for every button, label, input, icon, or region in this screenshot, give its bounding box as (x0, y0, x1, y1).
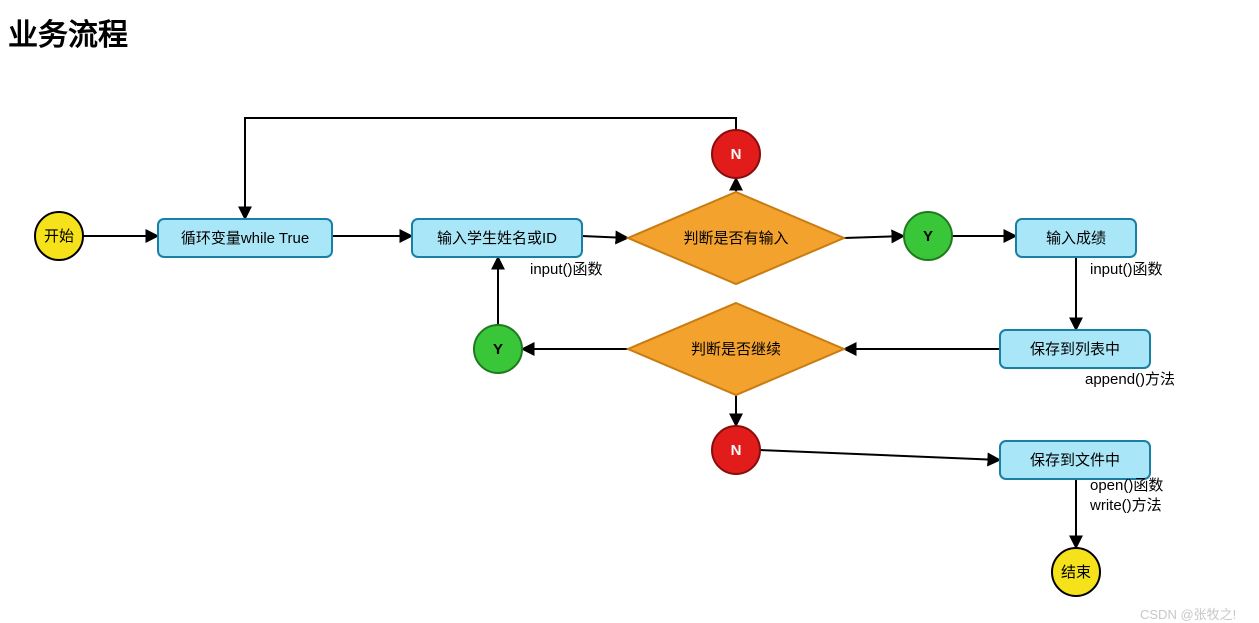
svg-text:保存到列表中: 保存到列表中 (1030, 341, 1120, 358)
svg-text:判断是否继续: 判断是否继续 (691, 341, 781, 358)
svg-text:保存到文件中: 保存到文件中 (1030, 452, 1120, 469)
svg-text:N: N (731, 146, 742, 163)
svg-text:input()函数: input()函数 (1090, 261, 1163, 278)
flowchart-canvas: 业务流程 开始循环变量while True输入学生姓名或ID判断是否有输入Y输入… (0, 0, 1259, 623)
svg-text:结束: 结束 (1061, 564, 1091, 581)
svg-text:append()方法: append()方法 (1085, 371, 1175, 388)
svg-text:开始: 开始 (44, 228, 74, 245)
svg-text:判断是否有输入: 判断是否有输入 (683, 230, 788, 247)
svg-text:write()方法: write()方法 (1089, 497, 1162, 514)
flowchart-svg: 开始 循环变量while True 输入学生姓名或ID 判断是否有输入 Y 输入成绩保存到… (0, 0, 1259, 623)
svg-text:输入学生姓名或ID: 输入学生姓名或ID (437, 230, 557, 247)
watermark: CSDN @张牧之! (1140, 604, 1236, 623)
svg-text:输入成绩: 输入成绩 (1046, 230, 1106, 247)
svg-text:Y: Y (923, 228, 933, 245)
svg-text:N: N (731, 442, 742, 459)
svg-text:循环变量while True: 循环变量while True (181, 230, 309, 247)
svg-text:open()函数: open()函数 (1090, 477, 1163, 494)
svg-text:input()函数: input()函数 (530, 261, 603, 278)
svg-text:Y: Y (493, 341, 503, 358)
